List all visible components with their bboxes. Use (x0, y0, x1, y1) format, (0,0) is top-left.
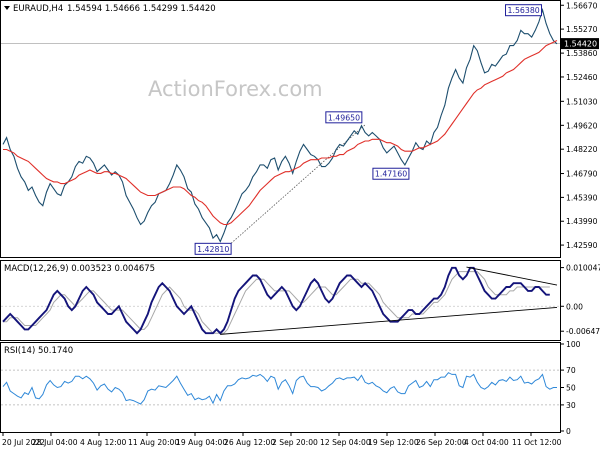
price-header: EURAUD,H4 1.54594 1.54666 1.54299 1.5442… (4, 4, 216, 14)
price-annotation-box (325, 111, 363, 124)
macd-resistance-line (466, 266, 558, 286)
price-tick-label: 1.42590 (566, 241, 598, 250)
moving-average-line (3, 40, 558, 226)
x-tick-label: 19 Sep 12:00 (368, 438, 419, 447)
macd-tick-label: 0.010047 (566, 264, 600, 273)
rsi-tick-label: 50 (566, 384, 576, 393)
macd-tick-label: 0.00 (566, 302, 583, 311)
price-tick-label: 1.46790 (566, 170, 598, 179)
x-tick-label: 20 Jul 2022 (2, 438, 45, 447)
price-tick-label: 1.51030 (566, 97, 598, 106)
macd-title: MACD(12,26,9) 0.003523 0.004675 (4, 264, 155, 274)
ohlc-values: 1.54594 1.54666 1.54299 1.54420 (67, 4, 216, 14)
price-tick-label: 1.56670 (566, 1, 598, 10)
macd-support-line (220, 306, 558, 335)
rsi-tick-label: 30 (566, 401, 576, 410)
price-panel (0, 0, 561, 258)
price-annotation-box (505, 4, 543, 17)
rsi-lines (1, 369, 560, 406)
x-tick-label: 4 Aug 12:00 (80, 438, 127, 447)
x-tick-label: 19 Aug 04:00 (176, 438, 227, 447)
x-tick-label: 26 Aug 12:00 (224, 438, 275, 447)
price-lines (2, 7, 558, 243)
current-price-label: 1.54420 (564, 40, 597, 49)
watermark: ActionForex.com (148, 77, 323, 101)
price-annotation-box (194, 242, 232, 255)
price-tick-label: 1.45390 (566, 193, 598, 202)
price-tick-label: 1.53860 (566, 49, 598, 58)
x-tick-label: 26 Sep 20:00 (416, 438, 467, 447)
price-annotation-label: 1.42810 (197, 245, 229, 254)
rsi-axis: 100 70 50 30 0 (560, 340, 581, 436)
price-tick-label: 1.48220 (566, 145, 598, 154)
rsi-title: RSI(14) 50.1740 (4, 346, 73, 356)
price-axis: 1.56670 1.55270 1.53860 1.52460 1.51030 1.496… (560, 1, 598, 250)
rsi-tick-label: 100 (566, 340, 581, 349)
price-annotations: 1.56380 1.49650 1.47160 1.42810 (194, 4, 543, 255)
price-annotation-label: 1.56380 (508, 6, 540, 15)
rsi-tick-label: 0 (566, 427, 571, 436)
dropdown-triangle-icon[interactable] (4, 6, 10, 10)
rsi-panel-frame (0, 342, 561, 433)
price-annotation-box (372, 167, 410, 180)
price-tick-label: 1.55270 (566, 25, 598, 34)
x-tick-label: 2 Sep 20:00 (272, 438, 318, 447)
macd-tick-label: -0.006476 (566, 327, 600, 336)
price-line (2, 7, 558, 243)
price-tick-label: 1.49620 (566, 121, 598, 130)
price-annotation-label: 1.49650 (328, 113, 360, 122)
price-annotation-label: 1.47160 (375, 170, 407, 179)
price-grid (1, 43, 560, 244)
rsi-tick-label: 70 (566, 366, 576, 375)
x-tick-label: 4 Oct 04:00 (464, 438, 509, 447)
price-tick-label: 1.52460 (566, 73, 598, 82)
rsi-line (2, 372, 557, 405)
price-panel-frame (0, 0, 561, 258)
price-title: EURAUD,H4 (13, 4, 63, 14)
current-price-tag: 1.54420 (561, 38, 599, 50)
x-tick-label: 28 Jul 04:00 (32, 438, 78, 447)
current-price-box (561, 38, 599, 50)
macd-lines (1, 266, 560, 335)
x-tick-label: 12 Sep 04:00 (320, 438, 371, 447)
x-tick-label: 11 Oct 12:00 (512, 438, 562, 447)
macd-main-line (2, 266, 550, 335)
x-tick-label: 11 Aug 20:00 (128, 438, 179, 447)
price-tick-label: 1.43990 (566, 217, 598, 226)
rsi-panel (0, 342, 561, 433)
macd-axis: 0.010047 0.00 -0.006476 (560, 264, 600, 336)
